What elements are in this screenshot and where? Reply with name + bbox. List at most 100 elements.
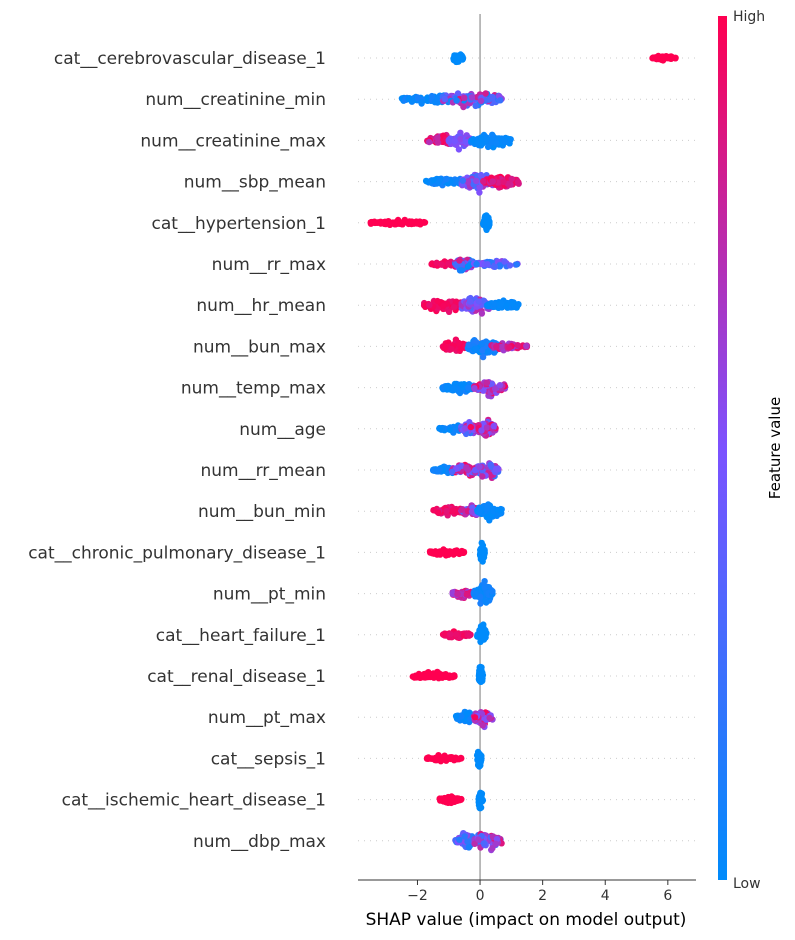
- shap-point: [490, 422, 497, 430]
- shap-point: [514, 342, 521, 349]
- shap-point: [478, 340, 486, 348]
- shap-point: [478, 539, 485, 547]
- colorbar-title: Feature value: [766, 397, 784, 499]
- shap-point: [441, 95, 448, 103]
- shap-point: [446, 426, 453, 433]
- shap-point: [446, 672, 453, 679]
- shap-point: [428, 92, 436, 100]
- shap-point: [476, 627, 483, 634]
- shap-point: [459, 177, 466, 184]
- shap-point: [514, 179, 522, 186]
- shap-point: [489, 93, 496, 101]
- shap-point: [405, 219, 413, 227]
- shap-point: [489, 588, 496, 595]
- shap-point: [498, 343, 505, 350]
- x-tick-label: −2: [407, 888, 428, 904]
- shap-point: [496, 263, 504, 270]
- shap-point: [431, 549, 439, 556]
- shap-point: [445, 795, 452, 803]
- shap-point: [433, 754, 440, 761]
- shap-point: [502, 138, 509, 146]
- shap-point: [466, 632, 473, 639]
- feature-label: num__pt_max: [208, 708, 326, 728]
- shap-point: [438, 757, 445, 764]
- shap-point: [463, 138, 470, 146]
- feature-label: cat__ischemic_heart_disease_1: [62, 791, 326, 811]
- feature-label: num__bun_min: [198, 502, 326, 522]
- shap-point: [449, 590, 456, 597]
- shap-point: [477, 171, 485, 179]
- shap-point: [482, 90, 489, 97]
- shap-point: [498, 300, 505, 307]
- shap-point: [478, 310, 486, 317]
- shap-point: [497, 97, 504, 104]
- shap-point: [472, 102, 479, 110]
- shap-point: [496, 382, 504, 389]
- x-axis: −2 0 2 4 6: [358, 879, 696, 904]
- shap-point: [458, 462, 465, 469]
- colorbar: High Low Feature value: [718, 9, 784, 892]
- shap-point: [479, 722, 486, 729]
- shap-point: [456, 836, 463, 843]
- feature-label: cat__hypertension_1: [152, 214, 326, 234]
- shap-point: [438, 548, 445, 556]
- shap-point: [378, 219, 386, 226]
- shap-point: [468, 94, 476, 101]
- shap-point: [471, 714, 479, 721]
- shap-point: [453, 298, 460, 305]
- shap-point: [509, 300, 516, 307]
- x-tick-label: 6: [663, 888, 672, 904]
- shap-point: [475, 836, 482, 843]
- shap-point: [454, 90, 462, 97]
- feature-label: num__bun_max: [193, 337, 326, 357]
- shap-point: [461, 425, 469, 432]
- shap-point: [492, 840, 499, 847]
- shap-point: [475, 298, 483, 305]
- colorbar-gradient: [718, 16, 727, 880]
- shap-point: [484, 348, 492, 355]
- feature-label: num__temp_max: [181, 379, 326, 399]
- feature-label: num__creatinine_min: [145, 90, 326, 110]
- shap-point: [409, 673, 416, 680]
- shap-point: [426, 302, 433, 309]
- shap-point: [473, 260, 480, 268]
- shap-point: [464, 178, 472, 185]
- shap-point: [490, 300, 498, 307]
- feature-label: num__sbp_mean: [184, 173, 326, 193]
- shap-point: [489, 845, 496, 852]
- x-axis-title: SHAP value (impact on model output): [366, 910, 687, 930]
- shap-point: [452, 712, 460, 720]
- shap-point: [451, 138, 458, 145]
- shap-point: [440, 302, 447, 310]
- feature-label: num__creatinine_max: [140, 131, 326, 151]
- shap-point: [457, 135, 464, 143]
- shap-point: [443, 175, 450, 183]
- shap-point: [479, 473, 486, 480]
- feature-label: num__age: [239, 420, 326, 440]
- feature-guide-lines: [358, 57, 696, 842]
- shap-point: [448, 345, 455, 353]
- shap-point: [464, 263, 472, 270]
- shap-point: [491, 263, 498, 270]
- shap-point: [472, 345, 480, 352]
- shap-point: [480, 178, 487, 185]
- feature-label: cat__chronic_pulmonary_disease_1: [28, 543, 326, 563]
- shap-point: [461, 94, 468, 102]
- shap-point: [506, 344, 513, 351]
- shap-point: [456, 257, 463, 264]
- shap-point: [483, 379, 491, 386]
- shap-point: [435, 179, 442, 187]
- shap-point: [493, 140, 500, 147]
- shap-point: [440, 344, 448, 351]
- shap-point: [486, 220, 493, 227]
- shap-point: [458, 506, 466, 513]
- shap-point: [484, 502, 491, 509]
- x-tick-label: 2: [538, 888, 547, 904]
- shap-point: [473, 177, 480, 185]
- shap-point: [423, 96, 431, 103]
- shap-point: [479, 353, 487, 361]
- shap-point: [503, 302, 510, 309]
- shap-point: [476, 184, 484, 191]
- shap-point: [434, 509, 442, 516]
